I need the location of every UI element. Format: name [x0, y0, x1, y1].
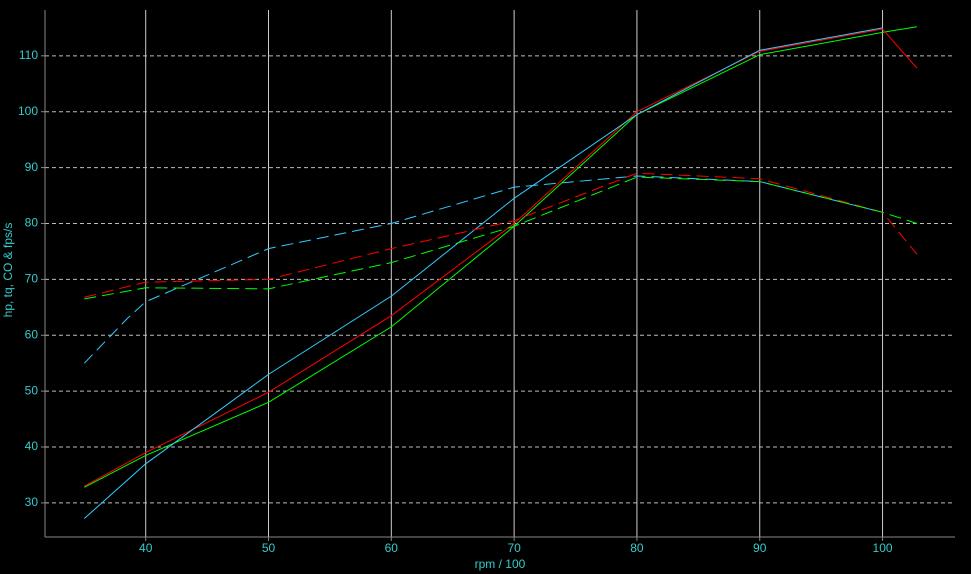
y-tick-label: 80: [25, 216, 39, 230]
data-line: [84, 28, 918, 487]
x-tick-label: 100: [873, 541, 893, 555]
data-line: [83, 175, 883, 364]
y-tick-label: 110: [19, 48, 38, 62]
x-tick-label: 90: [753, 541, 767, 555]
x-tick-label: 60: [385, 541, 399, 555]
data-line: [83, 27, 883, 519]
y-tick-label: 90: [25, 160, 39, 174]
x-axis-label: rpm / 100: [475, 557, 526, 571]
y-axis-label: hp, tq, CO & fps/s: [1, 223, 15, 318]
y-tick-label: 40: [25, 439, 39, 453]
x-tick-label: 80: [630, 541, 644, 555]
y-tick-label: 100: [18, 104, 38, 118]
y-tick-label: 60: [25, 327, 39, 341]
x-tick-label: 50: [262, 541, 276, 555]
y-tick-label: 50: [25, 383, 39, 397]
x-tick-label: 70: [507, 541, 521, 555]
y-tick-label: 30: [25, 495, 39, 509]
y-tick-label: 70: [25, 272, 39, 286]
data-line: [84, 176, 918, 300]
data-line: [84, 26, 918, 488]
data-line: [84, 172, 918, 298]
x-tick-label: 40: [139, 541, 153, 555]
